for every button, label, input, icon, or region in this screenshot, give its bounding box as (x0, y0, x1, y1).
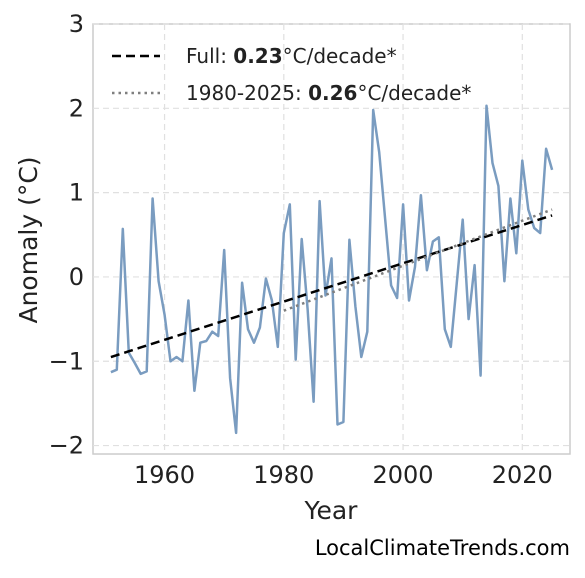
trend-lines (110, 208, 553, 359)
legend: Full: 0.23°C/decade* 1980-2025: 0.26°C/d… (112, 44, 471, 105)
trend-line-1980-2025 (283, 208, 553, 312)
data-series (110, 104, 554, 435)
y-tick-label: 3 (69, 10, 84, 38)
x-tick-label: 1960 (134, 461, 195, 489)
legend-label-1980-2025: 1980-2025: 0.26°C/decade* (186, 81, 471, 105)
y-tick-label: 1 (69, 179, 84, 207)
y-tick-label: 2 (69, 94, 84, 122)
x-axis-label: Year (304, 496, 359, 525)
y-tick-label: −2 (49, 432, 84, 460)
x-tick-label: 2000 (373, 461, 434, 489)
credit-text: LocalClimateTrends.com (314, 536, 570, 560)
y-tick-label: 0 (69, 263, 84, 291)
anomaly-series-line (110, 104, 554, 435)
x-tick-label: 1980 (253, 461, 314, 489)
y-tick-label: −1 (49, 347, 84, 375)
x-tick-label: 2020 (492, 461, 553, 489)
x-tick-labels: 1960 1980 2000 2020 (134, 461, 553, 489)
y-axis-label: Anomaly (°C) (14, 156, 43, 323)
plot-area (92, 23, 571, 455)
y-tick-labels: −2 −1 0 1 2 3 (49, 10, 84, 460)
trend-line-full (110, 214, 553, 359)
legend-label-full: Full: 0.23°C/decade* (186, 44, 397, 68)
